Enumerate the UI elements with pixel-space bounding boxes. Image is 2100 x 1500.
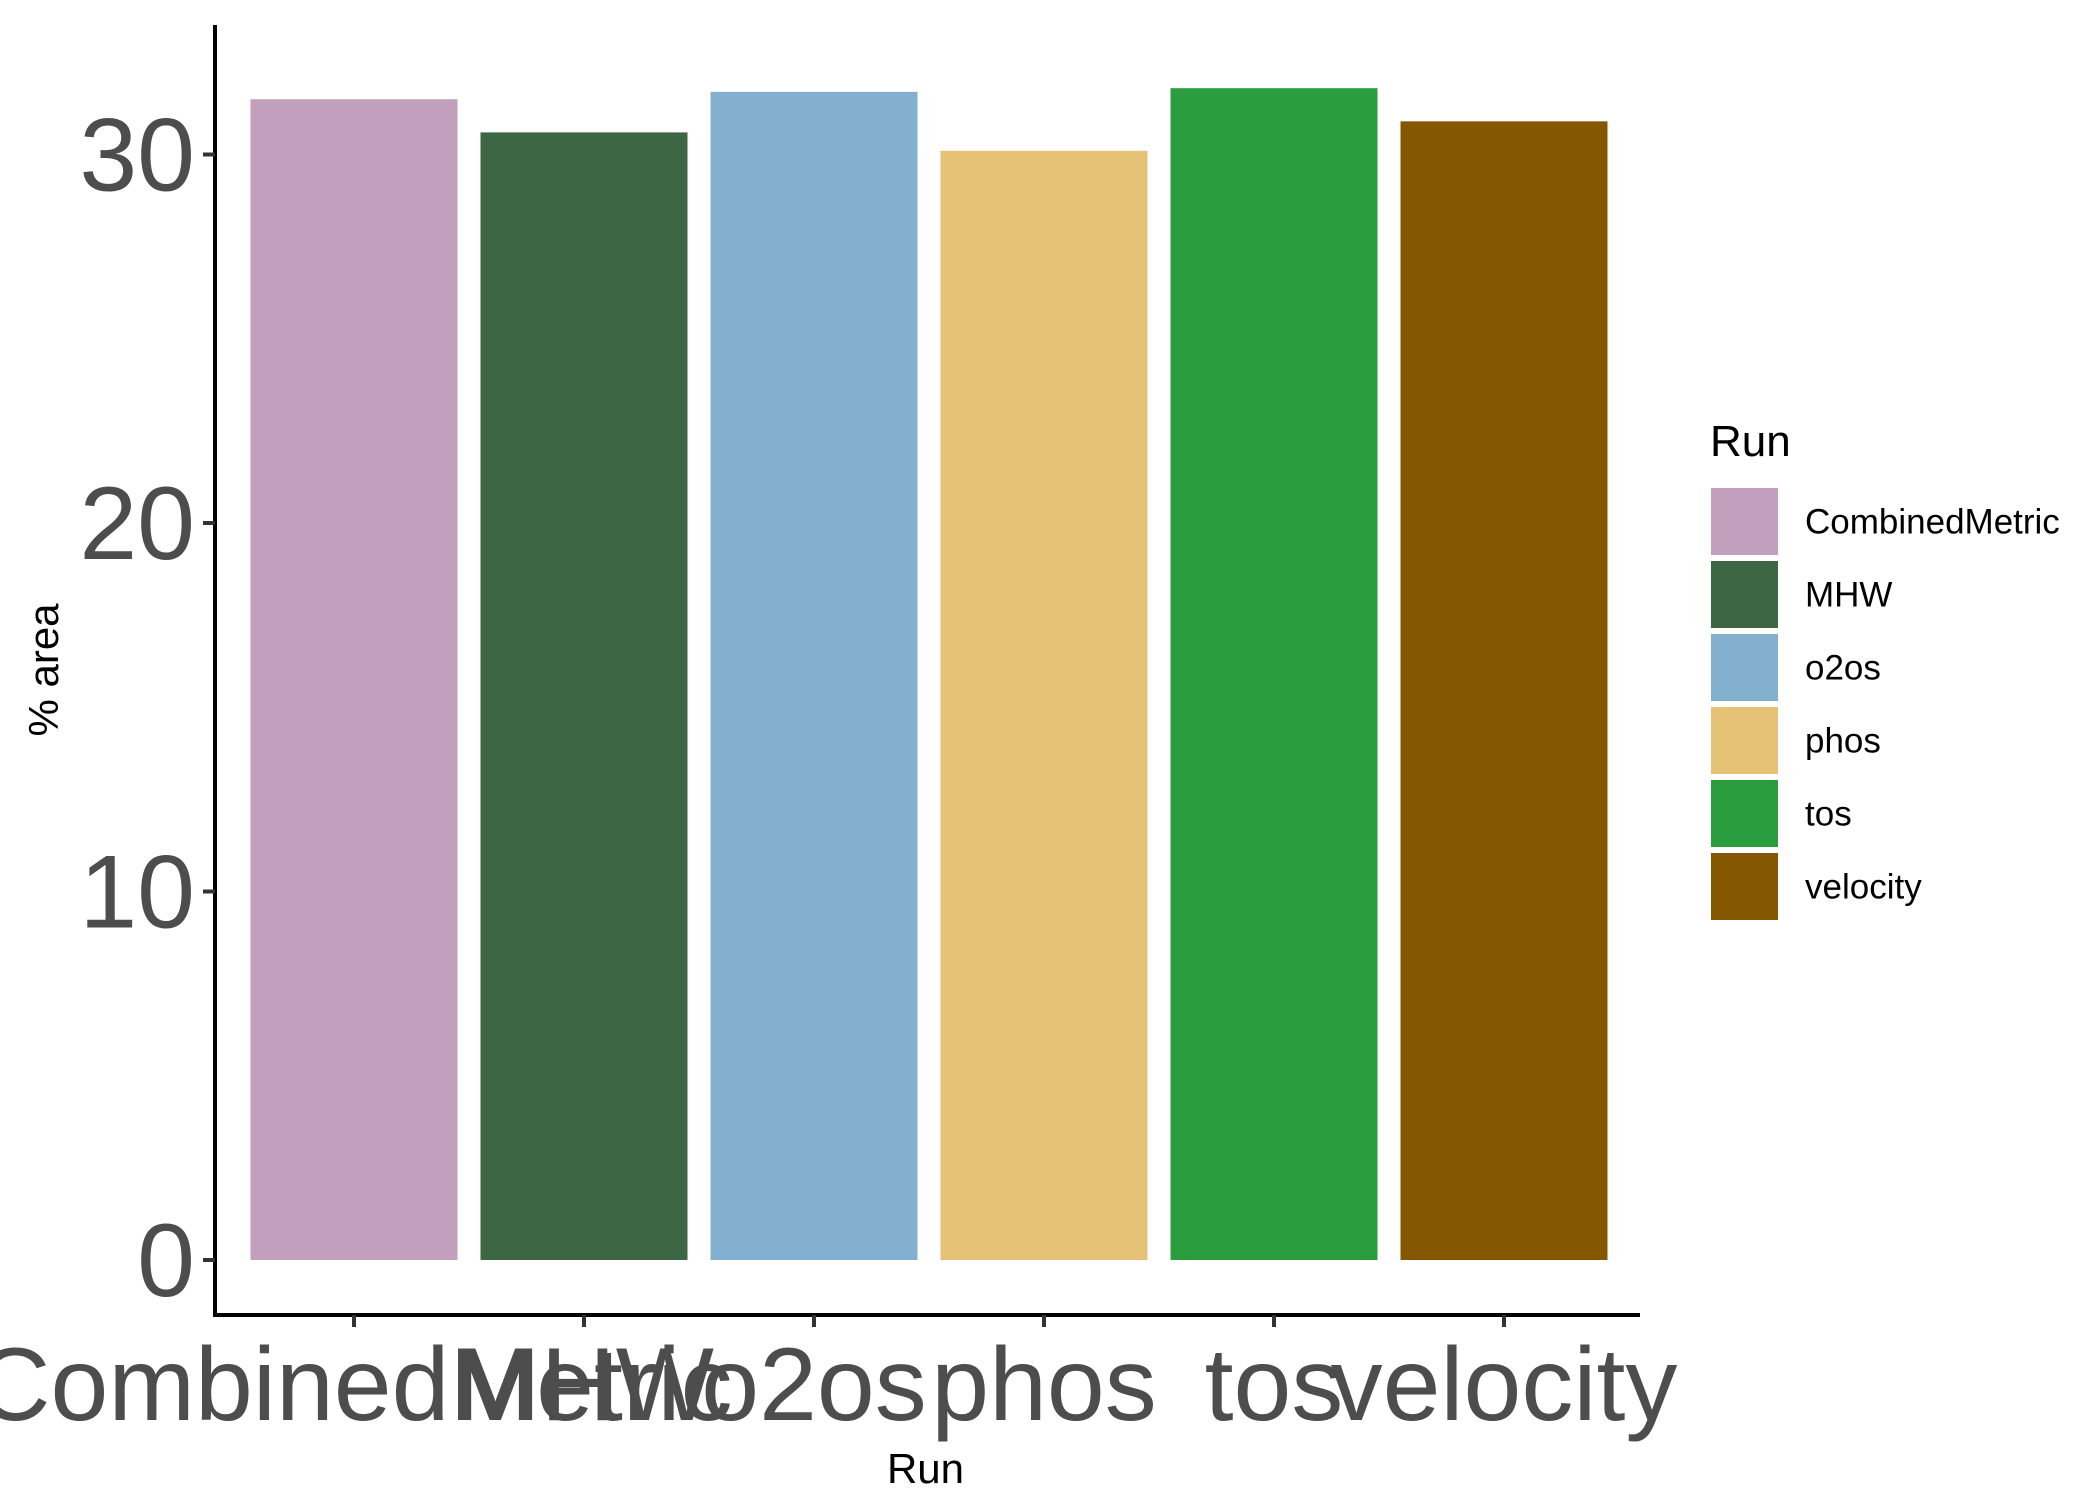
y-tick-label: 20 (79, 466, 195, 582)
legend-key-o2os (1711, 634, 1778, 701)
bar-tos (1170, 88, 1378, 1260)
bar-CombinedMetric (250, 99, 458, 1261)
x-tick-label-phos: phos (931, 1327, 1157, 1443)
legend-label-tos: tos (1805, 795, 1852, 834)
legend-items: CombinedMetric MHW o2os phos tos velocity (1711, 488, 2060, 920)
bar-velocity (1400, 121, 1608, 1261)
legend-key-CombinedMetric (1711, 488, 1778, 555)
legend: Run CombinedMetric MHW o2os phos tos velocity (1710, 417, 2060, 920)
x-tick-label-tos: tos (1205, 1327, 1344, 1443)
y-tick-label: 30 (79, 98, 195, 214)
y-tick-label: 10 (79, 835, 195, 951)
legend-key-velocity (1711, 853, 1778, 920)
bar-phos (940, 150, 1148, 1261)
legend-key-MHW (1711, 561, 1778, 628)
legend-label-phos: phos (1805, 722, 1881, 761)
y-tick-label: 0 (137, 1203, 195, 1319)
y-axis-title: % area (20, 603, 67, 737)
x-tick-label-o2os: o2os (701, 1327, 927, 1443)
y-ticks: 0 10 20 30 (79, 98, 215, 1319)
bar-MHW (480, 132, 688, 1260)
x-tick-label-MHW: MHW (454, 1327, 714, 1443)
legend-key-tos (1711, 780, 1778, 847)
legend-title: Run (1710, 417, 1791, 466)
x-axis-title: Run (887, 1445, 964, 1492)
bar-o2os (710, 91, 918, 1261)
legend-key-phos (1711, 707, 1778, 774)
legend-label-o2os: o2os (1805, 649, 1881, 688)
legend-label-velocity: velocity (1805, 868, 1922, 907)
legend-label-MHW: MHW (1805, 576, 1892, 615)
x-tick-label-velocity: velocity (1331, 1327, 1678, 1443)
x-tick-label-CombinedMetric: CombinedMetric (0, 1327, 733, 1443)
legend-label-CombinedMetric: CombinedMetric (1805, 503, 2060, 542)
bars-group (250, 88, 1608, 1261)
